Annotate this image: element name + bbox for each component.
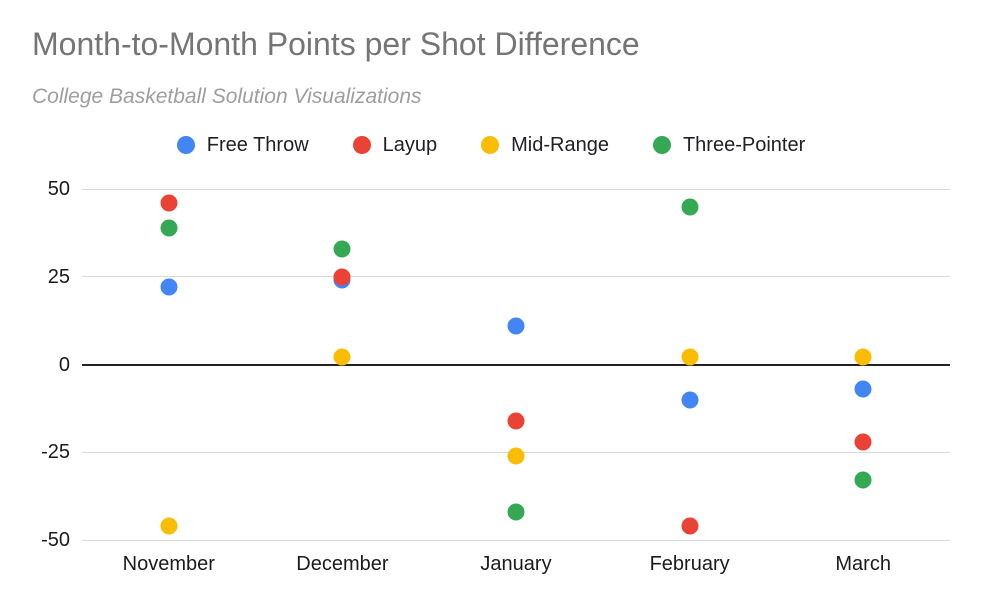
x-axis-category-label-january: January	[480, 553, 552, 575]
gridline	[82, 188, 950, 190]
data-point-mid-range-december[interactable]	[333, 348, 351, 366]
data-point-layup-march[interactable]	[854, 433, 872, 451]
data-point-mid-range-march[interactable]	[854, 348, 872, 366]
legend-item-layup[interactable]: Layup	[352, 133, 438, 157]
chart-title: Month-to-Month Points per Shot Differenc…	[32, 26, 640, 62]
y-axis-tick-label: 25	[47, 265, 70, 288]
data-point-three-pointer-december[interactable]	[333, 240, 351, 258]
y-axis-tick-label: 50	[47, 178, 70, 200]
legend-swatch-free-throw-icon	[176, 136, 195, 154]
legend-item-three-pointer[interactable]: Three-Pointer	[652, 133, 806, 157]
legend: Free Throw Layup Mid-Range Three-Pointer	[0, 130, 982, 160]
data-point-mid-range-february[interactable]	[681, 348, 699, 366]
data-point-free-throw-january[interactable]	[507, 317, 525, 335]
data-point-layup-february[interactable]	[681, 517, 699, 535]
y-axis-tick-label: 0	[58, 353, 70, 376]
legend-swatch-three-pointer-icon	[652, 136, 671, 154]
legend-swatch-mid-range-icon	[481, 136, 500, 154]
legend-swatch-layup-icon	[352, 136, 371, 154]
data-point-free-throw-march[interactable]	[854, 380, 872, 398]
legend-label-mid-range: Mid-Range	[511, 133, 609, 156]
data-point-three-pointer-march[interactable]	[854, 471, 872, 489]
data-point-free-throw-february[interactable]	[681, 391, 699, 409]
legend-item-mid-range[interactable]: Mid-Range	[481, 134, 609, 157]
data-point-layup-november[interactable]	[160, 194, 178, 212]
x-axis-category-label-march: March	[835, 553, 891, 575]
chart-subtitle: College Basketball Solution Visualizatio…	[32, 85, 422, 108]
y-axis-tick-label: -25	[41, 441, 70, 464]
x-axis-category-label-november: November	[122, 553, 215, 575]
x-axis-category-label-december: December	[296, 553, 389, 575]
y-axis-tick-label: -50	[41, 529, 70, 551]
legend-label-three-pointer: Three-Pointer	[682, 133, 806, 156]
x-axis-category-label-february: February	[649, 553, 730, 575]
legend-label-layup: Layup	[382, 133, 438, 156]
data-point-mid-range-november[interactable]	[160, 517, 178, 535]
data-point-layup-january[interactable]	[507, 412, 525, 430]
gridline	[82, 276, 950, 278]
data-point-free-throw-november[interactable]	[160, 278, 178, 296]
data-point-three-pointer-january[interactable]	[507, 503, 525, 521]
legend-label-free-throw: Free Throw	[206, 133, 309, 156]
data-point-three-pointer-november[interactable]	[160, 219, 178, 237]
legend-item-free-throw[interactable]: Free Throw	[176, 133, 309, 157]
data-point-layup-december[interactable]	[333, 268, 351, 286]
data-point-mid-range-january[interactable]	[507, 447, 525, 465]
data-point-three-pointer-february[interactable]	[681, 198, 699, 216]
zero-axis-line	[82, 363, 950, 366]
gridline	[82, 539, 950, 541]
